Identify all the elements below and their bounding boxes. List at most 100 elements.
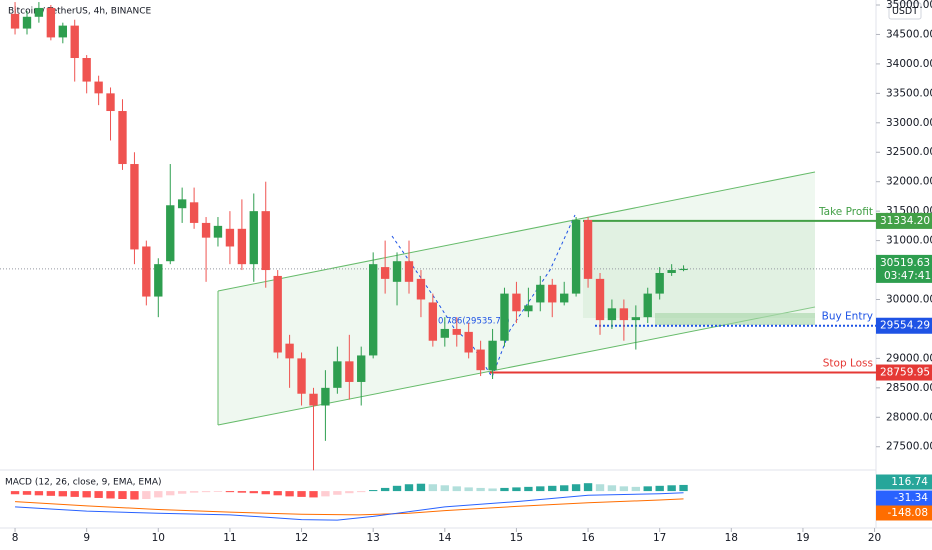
macd-histogram-bar — [130, 491, 139, 500]
candle-body — [154, 264, 163, 297]
y-tick-label: 34500.00 — [886, 28, 932, 40]
x-tick-label: 15 — [510, 532, 523, 544]
macd-histogram-bar — [249, 491, 258, 494]
candle-body — [476, 349, 485, 371]
y-tick-label: 33000.00 — [886, 117, 932, 129]
candle-body — [607, 308, 617, 321]
candle-body — [321, 387, 330, 406]
macd-histogram-bar — [189, 491, 199, 493]
candle-body — [357, 355, 366, 382]
candle-body — [249, 211, 258, 265]
candle-body — [10, 13, 20, 29]
macd-histogram-bar — [560, 485, 569, 492]
macd-histogram-bar — [583, 483, 593, 492]
macd-histogram-bar — [476, 487, 485, 492]
level-value: 31334.20 — [880, 215, 930, 227]
y-tick-label: 27500.00 — [886, 441, 932, 453]
macd-histogram-bar — [46, 491, 56, 496]
candle-body — [70, 25, 79, 59]
candle-body — [679, 268, 688, 271]
macd-histogram-bar — [273, 491, 282, 496]
macd-line — [15, 492, 684, 521]
candle-body — [536, 284, 545, 303]
level-tag — [876, 212, 932, 229]
candle-body — [345, 361, 354, 382]
last-price: 30519.63 — [880, 257, 930, 269]
macd-histogram-bar — [500, 487, 509, 492]
channel-upper — [217, 171, 816, 292]
macd-histogram-bar — [452, 486, 461, 492]
candle-body — [94, 81, 103, 94]
macd-tag-value: 116.74 — [891, 476, 928, 488]
candle-body — [309, 393, 318, 406]
macd-histogram-bar — [619, 486, 629, 492]
macd-histogram-bar — [488, 488, 497, 492]
macd-histogram-bar — [667, 485, 676, 492]
macd-histogram-bar — [34, 491, 44, 496]
candle-body — [166, 205, 175, 262]
macd-histogram-bar — [607, 485, 617, 492]
x-tick-label: 16 — [581, 532, 595, 544]
entry-zone — [655, 313, 815, 325]
level-tag — [876, 364, 932, 381]
candle-body — [380, 267, 390, 279]
y-tick-label: 28500.00 — [886, 382, 932, 394]
candle-body — [106, 93, 115, 112]
macd-histogram-bar — [655, 485, 664, 492]
macd-histogram-bar — [94, 491, 103, 498]
x-tick-label: 8 — [12, 532, 19, 544]
fib-label: 0.786(29535.72) — [438, 317, 510, 327]
countdown: 03:47:41 — [884, 270, 931, 282]
macd-histogram-bar — [10, 491, 20, 495]
macd-histogram-bar — [679, 484, 688, 492]
currency-box — [888, 2, 922, 20]
macd-histogram-bar — [142, 491, 151, 499]
candle-body — [297, 358, 306, 394]
macd-histogram-bar — [118, 491, 127, 499]
macd-histogram-bar — [440, 485, 449, 492]
macd-histogram-bar — [512, 487, 521, 492]
candle-body — [560, 293, 569, 303]
macd-tag — [876, 490, 932, 506]
macd-tag — [876, 505, 932, 521]
candle-body — [82, 58, 91, 82]
candle-body — [500, 293, 509, 341]
level-value: 29554.29 — [880, 320, 930, 332]
x-tick-label: 20 — [868, 532, 881, 544]
candle-body — [392, 261, 402, 282]
candle-body — [643, 293, 652, 318]
candle-body — [428, 302, 438, 341]
x-tick-label: 17 — [653, 532, 666, 544]
macd-histogram-bar — [154, 491, 163, 498]
candle-body — [464, 331, 473, 353]
y-tick-label: 35000.00 — [886, 0, 932, 11]
currency: USDT — [892, 6, 918, 17]
macd-histogram-bar — [297, 491, 306, 497]
level-name: Take Profit — [818, 206, 873, 218]
level-value: 28759.95 — [880, 367, 930, 379]
candle-body — [118, 111, 127, 165]
candle-body — [631, 317, 641, 321]
candle-body — [440, 328, 449, 338]
candle-body — [548, 284, 557, 303]
candle-body — [404, 261, 414, 282]
macd-histogram-bar — [237, 491, 247, 493]
candle-body — [571, 219, 581, 294]
macd-histogram-bar — [166, 491, 175, 496]
level-name: Stop Loss — [823, 358, 873, 370]
macd-histogram-bar — [106, 491, 115, 499]
candle-body — [177, 199, 187, 209]
x-tick-label: 10 — [152, 532, 165, 544]
macd-histogram-bar — [201, 491, 211, 493]
candle-body — [524, 305, 533, 312]
chart-title: Bitcoin / TetherUS, 4h, BINANCE — [8, 7, 152, 17]
x-tick-label: 13 — [366, 532, 379, 544]
candle-body — [583, 219, 593, 279]
y-tick-label: 32000.00 — [886, 176, 932, 188]
candle-body — [142, 246, 151, 297]
candle-body — [213, 225, 223, 238]
macd-histogram-bar — [225, 491, 235, 493]
macd-histogram-bar — [261, 491, 270, 495]
y-tick-label: 34000.00 — [886, 58, 932, 70]
